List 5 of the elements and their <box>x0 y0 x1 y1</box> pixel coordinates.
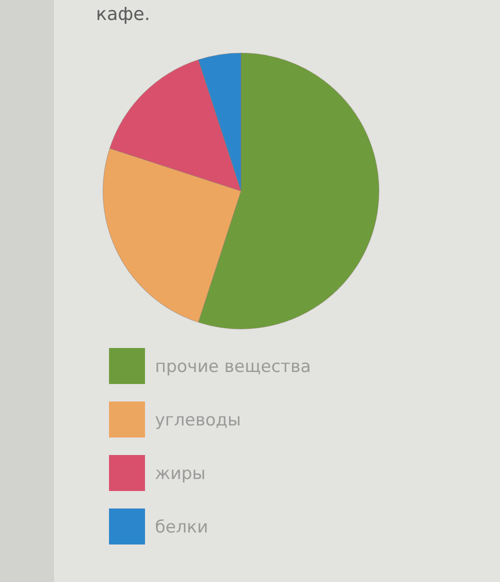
legend-label: белки <box>155 517 208 538</box>
legend-label: жиры <box>155 464 206 484</box>
legend-label: углеводы <box>155 410 241 430</box>
chart-title: кафе. <box>96 4 150 25</box>
legend-label: прочие вещества <box>155 356 311 377</box>
